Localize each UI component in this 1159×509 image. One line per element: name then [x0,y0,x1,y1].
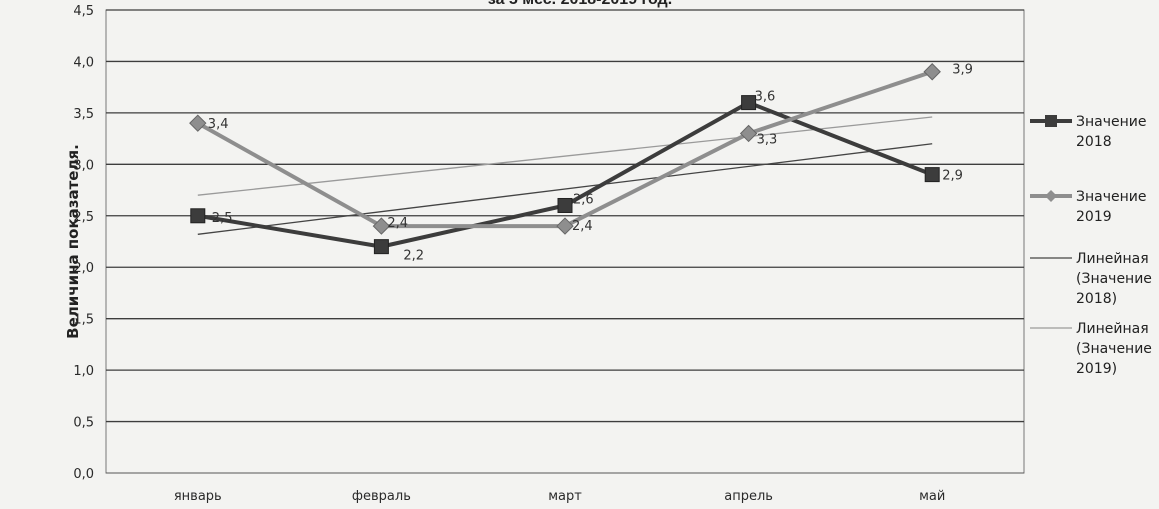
data-label: 2,4 [387,216,408,231]
legend-label: 2018) [1076,291,1117,307]
legend-label: Значение [1076,114,1146,130]
x-tick-label: март [548,489,582,504]
data-point [924,167,940,183]
y-tick-label: 2,0 [73,261,94,276]
legend-label: 2018 [1076,134,1112,150]
y-tick-label: 3,0 [73,158,94,173]
y-tick-label: 0,5 [73,416,94,431]
data-label: 2,9 [942,169,963,184]
trendline [197,143,933,235]
y-tick-label: 1,5 [73,313,94,328]
x-tick-label: февраль [352,489,411,504]
data-label: 3,4 [208,117,229,132]
x-tick-label: апрель [724,489,773,504]
legend-label: Линейная [1076,321,1149,337]
data-point [372,217,391,235]
data-point [190,208,206,224]
data-label: 2,4 [572,219,593,234]
legend-label: 2019 [1076,209,1112,225]
y-tick-label: 4,0 [73,55,94,70]
data-label: 3,3 [757,132,778,147]
legend-label: (Значение [1076,271,1152,287]
data-label: 3,6 [755,90,776,105]
chart-title: за 5 мес. 2018-2019 год. [488,0,672,8]
data-label: 2,2 [403,249,424,264]
data-label: 3,9 [952,63,973,78]
data-label: 2,5 [212,211,233,226]
legend-marker [1045,190,1057,202]
data-point [923,63,941,81]
y-tick-label: 3,5 [73,107,94,122]
y-tick-label: 1,0 [73,364,94,379]
y-axis-label: Величина показателя. [64,144,82,339]
trendline [197,116,933,196]
data-point [373,239,389,255]
y-tick-label: 2,5 [73,210,94,225]
y-tick-label: 4,5 [73,4,94,19]
data-label: 2,6 [573,192,594,207]
data-point [557,197,573,213]
data-point [556,217,574,235]
data-point [189,114,207,132]
legend-label: (Значение [1076,341,1152,357]
data-point [741,95,757,111]
plot-area [105,9,1025,474]
x-tick-label: январь [174,489,222,504]
legend-label: Значение [1076,189,1146,205]
data-point [739,124,758,143]
legend-label: Линейная [1076,251,1149,267]
x-tick-label: май [919,489,945,504]
legend-marker [1045,115,1057,127]
legend-label: 2019) [1076,361,1117,377]
y-tick-label: 0,0 [73,467,94,482]
